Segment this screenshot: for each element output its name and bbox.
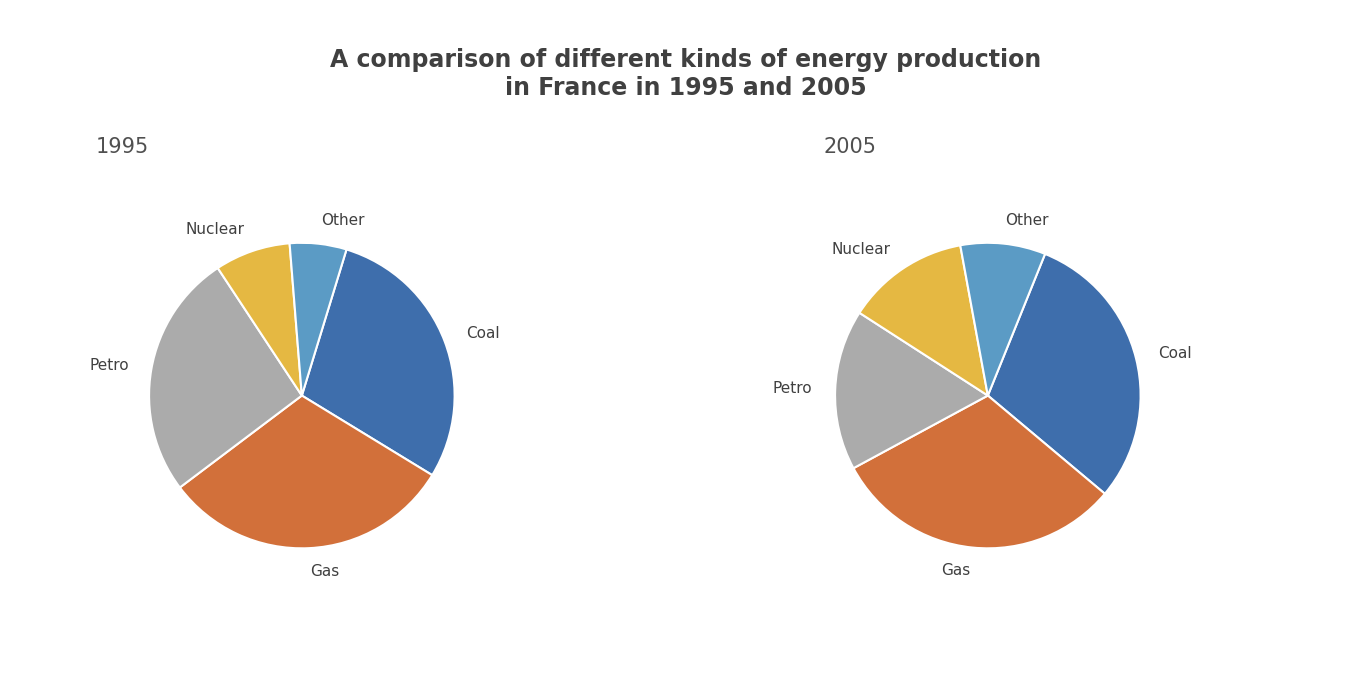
Wedge shape <box>180 396 432 548</box>
Text: Gas: Gas <box>310 563 340 578</box>
Text: 1995: 1995 <box>96 137 150 157</box>
Text: Other: Other <box>321 213 365 228</box>
Text: Coal: Coal <box>466 326 499 341</box>
Text: Petro: Petro <box>89 358 129 373</box>
Wedge shape <box>289 243 347 396</box>
Text: Nuclear: Nuclear <box>831 242 890 257</box>
Text: Coal: Coal <box>1158 346 1192 361</box>
Wedge shape <box>218 243 302 396</box>
Text: 2005: 2005 <box>823 137 877 157</box>
Wedge shape <box>853 396 1104 548</box>
Wedge shape <box>988 254 1140 494</box>
Wedge shape <box>836 313 988 469</box>
Wedge shape <box>302 250 454 475</box>
Wedge shape <box>960 243 1045 396</box>
Text: Nuclear: Nuclear <box>185 222 244 237</box>
Text: Petro: Petro <box>772 381 812 396</box>
Text: Gas: Gas <box>941 563 970 578</box>
Text: A comparison of different kinds of energy production
in France in 1995 and 2005: A comparison of different kinds of energ… <box>331 48 1041 100</box>
Text: Other: Other <box>1006 213 1050 228</box>
Wedge shape <box>150 268 302 488</box>
Wedge shape <box>859 246 988 396</box>
